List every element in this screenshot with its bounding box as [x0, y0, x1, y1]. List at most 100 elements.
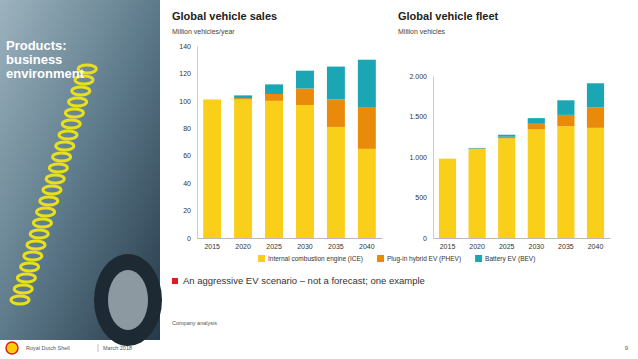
y-tick: 500: [415, 194, 433, 201]
y-axis-line: [197, 47, 198, 239]
x-tick-label: 2015: [440, 243, 456, 250]
y-tick-label: 140: [179, 43, 191, 50]
chart-subtitle: Million vehicles/year: [172, 28, 235, 36]
x-tick-label: 2030: [297, 243, 313, 250]
footer-date: March 2018: [103, 345, 132, 351]
legend-item: Internal combustion engine (ICE): [258, 255, 363, 263]
y-tick-label: 120: [179, 70, 191, 77]
bar: [234, 98, 252, 99]
bar: [265, 101, 283, 238]
bar: [358, 149, 376, 238]
legend-swatch: [258, 255, 265, 262]
x-tick: 2025: [499, 238, 515, 250]
legend-label: Battery EV (BEV): [485, 255, 535, 263]
bar: [528, 118, 545, 124]
charging-cable-coil: [53, 153, 71, 161]
y-tick: 140: [179, 43, 197, 50]
chart-title: Global vehicle sales: [172, 10, 277, 22]
bar: [203, 99, 221, 100]
y-axis: 05001.0001.5002.000: [409, 73, 433, 242]
charging-cable-coil: [65, 109, 83, 117]
bar: [265, 94, 283, 101]
x-tick-label: 2020: [469, 243, 485, 250]
heading-line: Products:: [6, 38, 67, 53]
bar: [203, 99, 221, 238]
note-bullet: [172, 278, 178, 284]
x-tick: 2015: [204, 238, 220, 250]
bar: [557, 115, 574, 126]
legend-item: Plug-in hybrid EV (PHEV): [377, 255, 461, 263]
y-tick-label: 100: [179, 98, 191, 105]
x-tick-label: 2025: [266, 243, 282, 250]
bar: [327, 67, 345, 100]
shell-logo: [6, 342, 18, 354]
y-tick: 1.000: [409, 154, 433, 161]
x-tick-label: 2020: [235, 243, 251, 250]
x-axis: 2015 2020 2025 2030 2035 2040: [198, 238, 383, 250]
footer-company: Royal Dutch Shell: [26, 345, 70, 351]
charging-cable-coil: [49, 164, 67, 172]
bar: [439, 158, 456, 159]
footer-separator: [98, 344, 99, 352]
charging-cable-coil: [72, 87, 90, 95]
bar: [469, 149, 486, 238]
y-tick-label: 1.000: [409, 154, 427, 161]
charging-cable-coil: [21, 263, 39, 271]
charging-cable-coil: [33, 219, 51, 227]
chart-subtitle: Million vehicles: [398, 28, 446, 35]
y-tick-label: 0: [423, 235, 427, 242]
charging-cable-coil: [62, 120, 80, 128]
chart-title: Global vehicle fleet: [398, 10, 499, 22]
chart: Global vehicle sales Million vehicles/yea…: [172, 10, 383, 250]
x-tick: 2035: [328, 238, 344, 250]
x-tick-label: 2040: [588, 243, 604, 250]
legend: Internal combustion engine (ICE) Plug-in …: [258, 255, 535, 263]
y-tick-label: 40: [183, 180, 191, 187]
bar: [587, 83, 604, 107]
bar: [439, 159, 456, 238]
charging-cable-coil: [30, 230, 48, 238]
x-tick: 2025: [266, 238, 282, 250]
car-rim: [108, 270, 148, 330]
y-tick: 100: [179, 98, 197, 105]
y-tick: 20: [183, 207, 197, 214]
bar: [498, 137, 515, 139]
charging-cable-coil: [17, 274, 35, 282]
bar: [358, 108, 376, 149]
charging-cable-coil: [14, 285, 32, 293]
y-tick: 120: [179, 70, 197, 77]
heading: Products:businessenvironment: [6, 38, 85, 81]
y-tick: 1.500: [409, 113, 433, 120]
x-axis-line: [198, 238, 383, 239]
bar: [296, 89, 314, 105]
page-number: 9: [625, 345, 629, 351]
x-tick-label: 2040: [359, 243, 375, 250]
y-axis: 020406080100120140: [179, 43, 197, 242]
photo-panel: Products:businessenvironment: [0, 0, 162, 346]
bars: [439, 83, 604, 238]
y-tick-label: 0: [187, 235, 191, 242]
bar: [587, 108, 604, 128]
charging-cable-coil: [56, 142, 74, 150]
y-tick: 80: [183, 125, 197, 132]
bar: [203, 99, 221, 100]
x-tick-label: 2035: [328, 243, 344, 250]
y-tick-label: 1.500: [409, 113, 427, 120]
y-tick: 0: [423, 235, 433, 242]
bar: [439, 158, 456, 159]
chart: Global vehicle fleet Million vehicles 0 500…: [398, 10, 611, 250]
charging-cable-coil: [59, 131, 77, 139]
y-tick: 0: [187, 235, 197, 242]
x-tick-label: 2015: [204, 243, 220, 250]
y-tick-label: 80: [183, 125, 191, 132]
x-axis: 201520202025203020352040: [434, 238, 611, 250]
legend-label: Internal combustion engine (ICE): [268, 255, 363, 263]
charging-cable-coil: [11, 296, 29, 304]
x-tick: 2030: [297, 238, 313, 250]
y-tick: 40: [183, 180, 197, 187]
x-tick: 2015: [440, 238, 456, 250]
footer: Royal Dutch Shell March 2018 9: [6, 342, 629, 354]
bar: [296, 71, 314, 89]
legend-swatch: [377, 255, 384, 262]
slide: Products:businessenvironment Global vehic…: [0, 0, 638, 359]
